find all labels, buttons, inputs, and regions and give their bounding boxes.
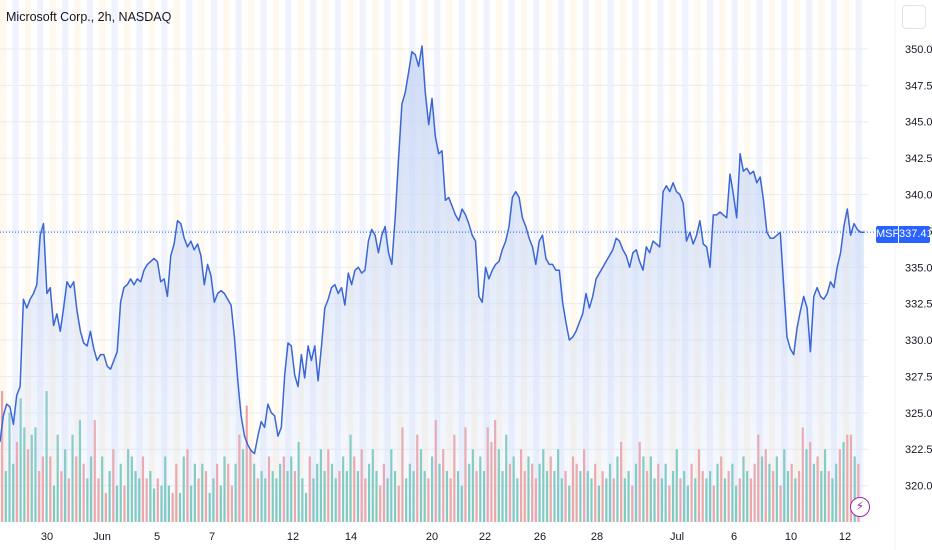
price-series-line (0, 45, 865, 455)
session-band (322, 0, 329, 522)
y-tick-label: 342.50 (905, 153, 932, 165)
y-tick-label: 322.50 (905, 444, 932, 456)
session-band (0, 0, 7, 522)
session-band (111, 0, 118, 522)
session-band (595, 0, 602, 522)
session-band (260, 0, 267, 522)
y-tick-label: 335.00 (905, 262, 932, 274)
x-tick-label: 10 (785, 531, 797, 543)
price-tag-symbol: MSFT (876, 226, 906, 243)
x-tick-label: 12 (839, 531, 851, 543)
session-band (483, 0, 490, 522)
session-band (24, 0, 31, 522)
session-band (570, 0, 577, 522)
session-band (12, 0, 19, 522)
session-band (558, 0, 565, 522)
price-tag-value: 337.41 (899, 226, 932, 243)
session-band (248, 0, 255, 522)
session-band (359, 0, 366, 522)
session-band (582, 0, 589, 522)
session-band (793, 0, 800, 522)
x-tick-label: 26 (534, 531, 546, 543)
session-band (310, 0, 317, 522)
lightning-icon[interactable]: ⚡ (850, 497, 870, 517)
x-tick-label: 20 (426, 531, 438, 543)
session-band (272, 0, 279, 522)
session-band (74, 0, 81, 522)
session-band (781, 0, 788, 522)
session-band (235, 0, 242, 522)
session-band (347, 0, 354, 522)
x-tick-label: 22 (479, 531, 491, 543)
x-tick-label: Jul (670, 531, 684, 543)
session-band (124, 0, 131, 522)
y-tick-label: 330.00 (905, 335, 932, 347)
x-tick-label: 7 (209, 531, 215, 543)
y-tick-label: 332.50 (905, 299, 932, 311)
session-band (99, 0, 106, 522)
session-band (86, 0, 93, 522)
y-tick-label: 325.00 (905, 408, 932, 420)
session-band (210, 0, 217, 522)
session-band (545, 0, 552, 522)
x-tick-label: 6 (731, 531, 737, 543)
x-tick-label: 28 (591, 531, 603, 543)
x-tick-label: 14 (345, 531, 357, 543)
session-band (285, 0, 292, 522)
session-band (62, 0, 69, 522)
y-tick-label: 347.50 (905, 80, 932, 92)
y-tick-label: 340.00 (905, 189, 932, 201)
price-area (0, 46, 864, 522)
chart-settings-button[interactable] (902, 5, 926, 29)
x-tick-label: Jun (93, 531, 111, 543)
y-tick-label: 327.50 (905, 371, 932, 383)
x-tick-label: 5 (154, 531, 160, 543)
x-tick-label: 12 (287, 531, 299, 543)
session-band (334, 0, 341, 522)
x-tick-label: 30 (41, 531, 53, 543)
session-band (49, 0, 56, 522)
session-band (830, 0, 837, 522)
session-band (297, 0, 304, 522)
session-band (161, 0, 168, 522)
session-band (136, 0, 143, 522)
y-tick-label: 350.00 (905, 44, 932, 56)
y-tick-label: 320.00 (905, 481, 932, 493)
y-tick-label: 345.00 (905, 117, 932, 129)
chart-title: Microsoft Corp., 2h, NASDAQ (6, 10, 172, 24)
session-band (806, 0, 813, 522)
session-band (818, 0, 825, 522)
session-band (223, 0, 230, 522)
